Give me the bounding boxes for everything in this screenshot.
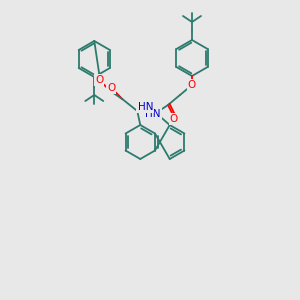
Text: O: O xyxy=(95,75,103,85)
Text: O: O xyxy=(107,83,116,93)
Text: HN: HN xyxy=(137,102,153,112)
Text: O: O xyxy=(188,80,196,90)
Text: HN: HN xyxy=(145,109,161,119)
Text: O: O xyxy=(170,114,178,124)
